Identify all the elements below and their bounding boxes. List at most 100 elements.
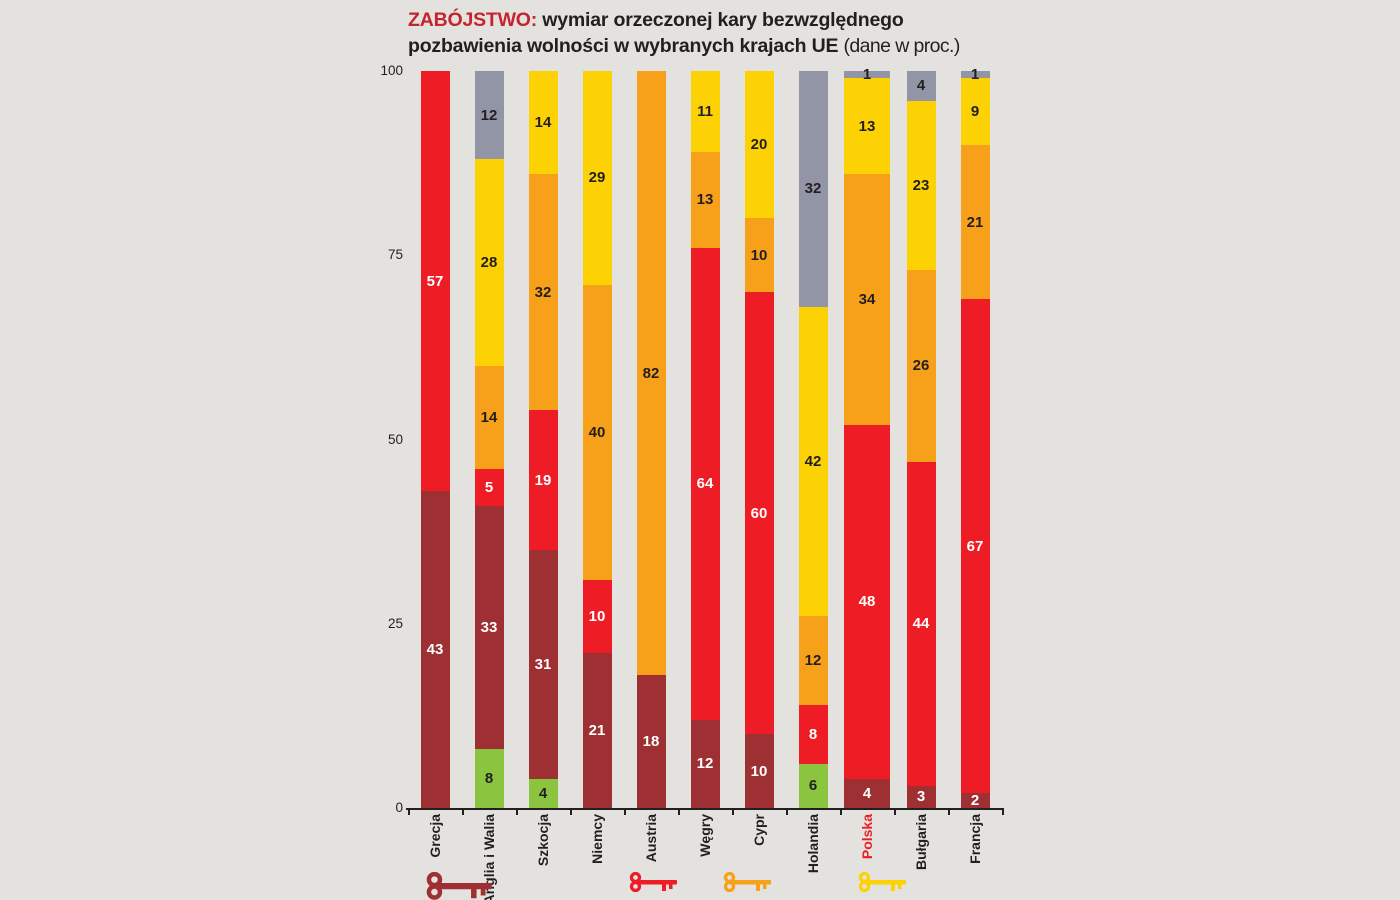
segment-value-label: 48 [858, 593, 876, 611]
x-category-label-Bułgaria: Bułgaria [913, 814, 929, 871]
bar-segment-maroon: 31 [528, 550, 558, 779]
key-orange-icon [723, 871, 773, 898]
bar-segment-maroon: 33 [474, 505, 504, 750]
segment-value-label: 4 [862, 784, 872, 802]
segment-value-label: 10 [750, 762, 768, 780]
bar-Bułgaria: 3 44 26 23 4 [906, 71, 936, 808]
bar-Grecja: 43 57 [420, 71, 450, 808]
bar-segment-yellow: 9 [960, 78, 990, 145]
x-axis-tick [894, 810, 896, 815]
segment-value-label: 32 [804, 180, 822, 198]
segment-value-label: 26 [912, 357, 930, 375]
bar-segment-yellow: 13 [844, 78, 890, 175]
bar-segment-maroon: 12 [690, 719, 720, 808]
bar-segment-green: 8 [474, 749, 504, 808]
bar-segment-maroon: 2 [960, 792, 990, 810]
segment-value-label: 5 [484, 478, 494, 496]
bar-segment-yellow: 14 [528, 71, 558, 175]
segment-value-label: 14 [534, 114, 552, 132]
bar-segment-yellow: 20 [744, 71, 774, 219]
segment-value-label: 40 [588, 423, 606, 441]
x-axis-tick [516, 810, 518, 815]
bar-segment-red: 10 [582, 579, 612, 654]
x-axis-tick [462, 810, 464, 815]
key-red-icon [629, 871, 679, 898]
bar-segment-red: 8 [798, 704, 828, 764]
segment-value-label: 10 [588, 607, 606, 625]
segment-value-label: 64 [696, 475, 714, 493]
x-axis-tick [786, 810, 788, 815]
y-tick-label: 100 [380, 63, 403, 78]
bar-Polska: 4 48 34 13 1 [844, 67, 890, 808]
bar-segment-gray: 4 [906, 71, 936, 101]
bar-segment-red: 48 [844, 424, 890, 779]
bar-Szkocja: 4 31 19 32 14 [528, 71, 558, 808]
x-category-label-Niemcy: Niemcy [589, 814, 605, 864]
x-axis-tick [678, 810, 680, 815]
bar-segment-yellow: 11 [690, 71, 720, 153]
bar-segment-red: 19 [528, 410, 558, 551]
bar-segment-orange: 10 [744, 218, 774, 293]
segment-value-label: 13 [696, 191, 714, 209]
plot-area: 43 57 8 33 5 14 28 12 4 31 19 32 14 21 10 40 29 18 82 12 64 1… [408, 67, 1002, 810]
bar-segment-red: 60 [744, 292, 774, 735]
x-category-label-Francja: Francja [967, 814, 983, 864]
chart-title-line2-bold: pozbawienia wolności w wybranych krajach… [408, 35, 844, 57]
x-category-label-Grecja: Grecja [427, 814, 443, 858]
segment-value-label: 28 [480, 254, 498, 272]
x-axis-tick [948, 810, 950, 815]
segment-value-label: 19 [534, 471, 552, 489]
bar-segment-orange: 13 [690, 152, 720, 248]
chart-title-line1-rest: wymiar orzeczonej kary bezwzględnego [537, 9, 904, 31]
x-axis-tick [570, 810, 572, 815]
segment-value-label: 32 [534, 283, 552, 301]
bar-segment-red: 64 [690, 247, 720, 720]
bar-segment-orange: 14 [474, 365, 504, 469]
segment-value-label: 60 [750, 504, 768, 522]
segment-value-label: 2 [970, 792, 980, 810]
bar-segment-yellow: 23 [906, 100, 936, 271]
x-category-label-Polska: Polska [859, 814, 875, 860]
chart-title-line1: ZABÓJSTWO: wymiar orzeczonej kary bezwzg… [408, 7, 1048, 33]
bar-segment-green: 6 [798, 763, 828, 808]
segment-value-label: 43 [426, 641, 444, 659]
bar-Holandia: 6 8 12 42 32 [798, 71, 828, 808]
x-axis-tick [840, 810, 842, 815]
bar-segment-orange: 34 [844, 174, 890, 425]
segment-value-label: 20 [750, 136, 768, 154]
x-category-label-Szkocja: Szkocja [535, 814, 551, 867]
bar-Anglia i Walia: 8 33 5 14 28 12 [474, 71, 504, 808]
bar-segment-red: 57 [420, 71, 450, 492]
x-axis-tick [624, 810, 626, 815]
x-axis-tick [1002, 810, 1004, 815]
bar-segment-maroon: 3 [906, 785, 936, 808]
bar-segment-red: 44 [906, 461, 936, 786]
segment-value-label: 4 [916, 77, 926, 95]
bar-segment-maroon: 21 [582, 653, 612, 808]
bar-segment-maroon: 18 [636, 675, 666, 808]
chart-title-note: (dane w proc.) [843, 35, 961, 57]
bar-segment-gray: 1 [960, 67, 990, 82]
segment-value-label: 44 [912, 615, 930, 633]
bar-segment-yellow: 29 [582, 71, 612, 285]
bar-segment-orange: 26 [906, 270, 936, 462]
segment-value-label: 18 [642, 733, 660, 751]
bar-segment-maroon: 10 [744, 734, 774, 808]
bar-segment-orange: 82 [636, 71, 666, 676]
segment-value-label: 12 [480, 106, 498, 124]
x-axis-tick [732, 810, 734, 815]
bar-segment-gray: 1 [844, 67, 890, 82]
bar-segment-yellow: 42 [798, 306, 828, 617]
segment-value-label: 31 [534, 655, 552, 673]
x-category-label-Cypr: Cypr [751, 814, 767, 846]
segment-value-label: 57 [426, 272, 444, 290]
segment-value-label: 34 [858, 290, 876, 308]
segment-value-label: 3 [916, 788, 926, 806]
y-tick-label: 75 [387, 247, 403, 263]
bar-Cypr: 10 60 10 20 [744, 71, 774, 808]
segment-value-label: 23 [912, 176, 930, 194]
x-axis-line [406, 808, 1004, 810]
bar-segment-green: 4 [528, 778, 558, 808]
segment-value-label: 21 [588, 722, 606, 740]
bar-segment-yellow: 28 [474, 159, 504, 366]
